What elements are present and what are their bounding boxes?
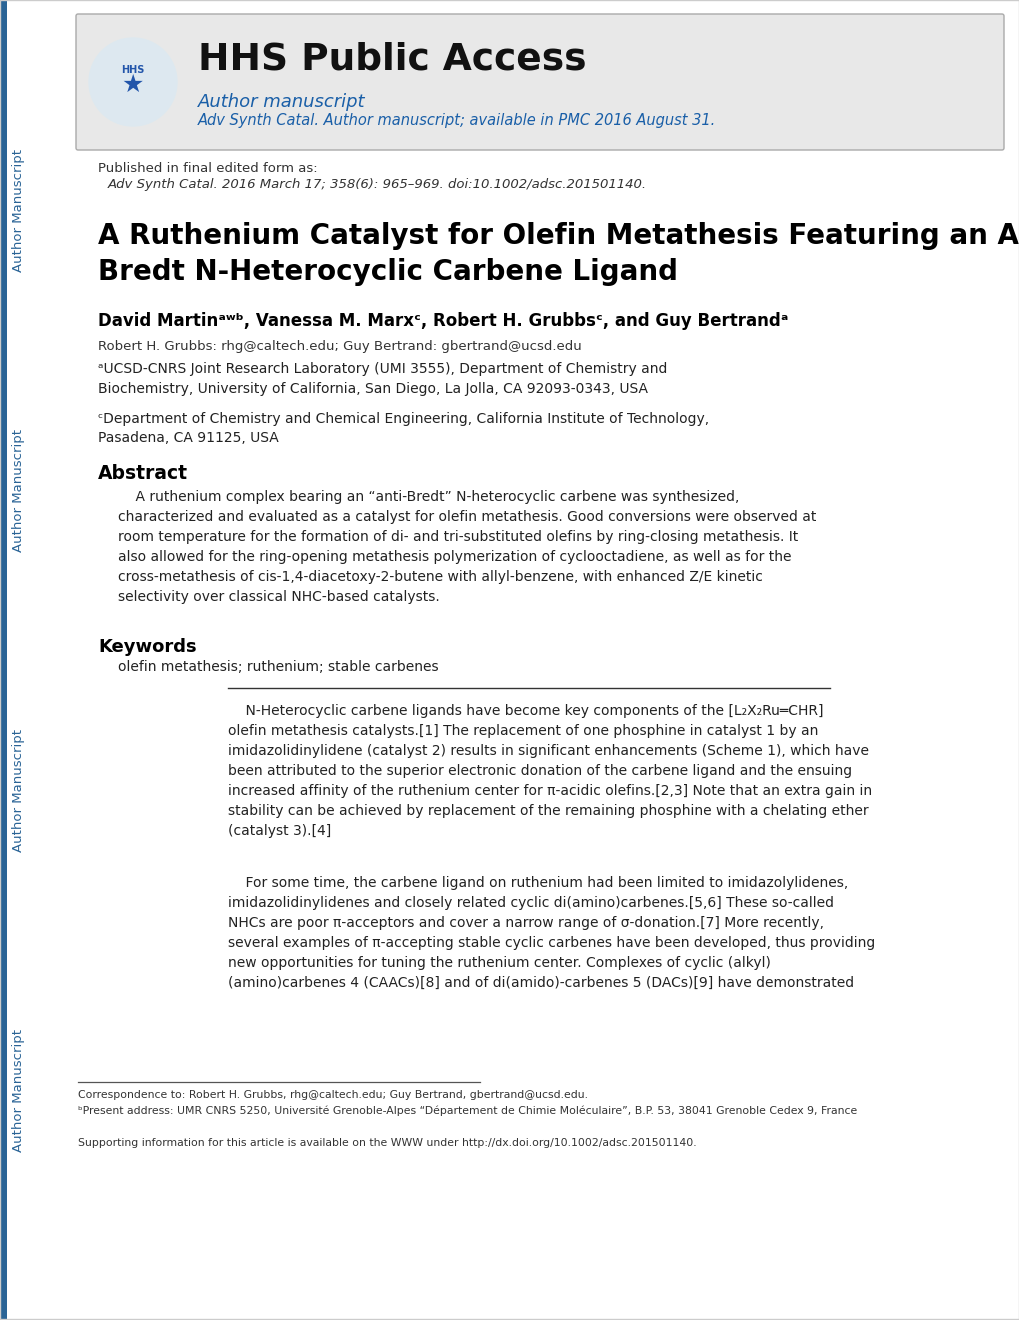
Text: Correspondence to: Robert H. Grubbs, rhg@caltech.edu; Guy Bertrand, gbertrand@uc: Correspondence to: Robert H. Grubbs, rhg… bbox=[77, 1090, 587, 1100]
Text: Abstract: Abstract bbox=[98, 465, 187, 483]
Text: Author Manuscript: Author Manuscript bbox=[12, 149, 25, 272]
Text: ᵇPresent address: UMR CNRS 5250, Université Grenoble-Alpes “Département de Chimi: ᵇPresent address: UMR CNRS 5250, Univers… bbox=[77, 1106, 856, 1117]
Text: HHS Public Access: HHS Public Access bbox=[198, 42, 586, 78]
Text: Adv Synth Catal. Author manuscript; available in PMC 2016 August 31.: Adv Synth Catal. Author manuscript; avai… bbox=[198, 114, 715, 128]
Text: Author manuscript: Author manuscript bbox=[198, 92, 365, 111]
Text: ★: ★ bbox=[121, 73, 144, 96]
Text: N-Heterocyclic carbene ligands have become key components of the [L₂X₂Ru═CHR]
ol: N-Heterocyclic carbene ligands have beco… bbox=[228, 704, 871, 838]
Text: David Martinᵃʷᵇ, Vanessa M. Marxᶜ, Robert H. Grubbsᶜ, and Guy Bertrandᵃ: David Martinᵃʷᵇ, Vanessa M. Marxᶜ, Rober… bbox=[98, 312, 788, 330]
Text: Author Manuscript: Author Manuscript bbox=[12, 729, 25, 851]
Text: Author Manuscript: Author Manuscript bbox=[12, 429, 25, 552]
Text: For some time, the carbene ligand on ruthenium had been limited to imidazolylide: For some time, the carbene ligand on rut… bbox=[228, 876, 874, 990]
Text: Robert H. Grubbs: rhg@caltech.edu; Guy Bertrand: gbertrand@ucsd.edu: Robert H. Grubbs: rhg@caltech.edu; Guy B… bbox=[98, 341, 581, 352]
Text: Bredt N-Heterocyclic Carbene Ligand: Bredt N-Heterocyclic Carbene Ligand bbox=[98, 257, 678, 286]
Text: Supporting information for this article is available on the WWW under http://dx.: Supporting information for this article … bbox=[77, 1138, 696, 1148]
Text: Published in final edited form as:: Published in final edited form as: bbox=[98, 162, 317, 176]
Text: olefin metathesis; ruthenium; stable carbenes: olefin metathesis; ruthenium; stable car… bbox=[118, 660, 438, 675]
Text: Adv Synth Catal. 2016 March 17; 358(6): 965–969. doi:10.1002/adsc.201501140.: Adv Synth Catal. 2016 March 17; 358(6): … bbox=[108, 178, 646, 191]
Text: Author Manuscript: Author Manuscript bbox=[12, 1028, 25, 1151]
Text: A Ruthenium Catalyst for Olefin Metathesis Featuring an Anti-: A Ruthenium Catalyst for Olefin Metathes… bbox=[98, 222, 1019, 249]
Text: A ruthenium complex bearing an “anti-Bredt” N-heterocyclic carbene was synthesiz: A ruthenium complex bearing an “anti-Bre… bbox=[118, 490, 815, 605]
Circle shape bbox=[89, 38, 177, 125]
Text: HHS: HHS bbox=[121, 65, 145, 75]
Text: ᶜDepartment of Chemistry and Chemical Engineering, California Institute of Techn: ᶜDepartment of Chemistry and Chemical En… bbox=[98, 412, 708, 446]
Text: Keywords: Keywords bbox=[98, 638, 197, 656]
FancyBboxPatch shape bbox=[76, 15, 1003, 150]
Text: ᵃUCSD-CNRS Joint Research Laboratory (UMI 3555), Department of Chemistry and
Bio: ᵃUCSD-CNRS Joint Research Laboratory (UM… bbox=[98, 362, 666, 396]
Bar bbox=[0, 0, 7, 1320]
